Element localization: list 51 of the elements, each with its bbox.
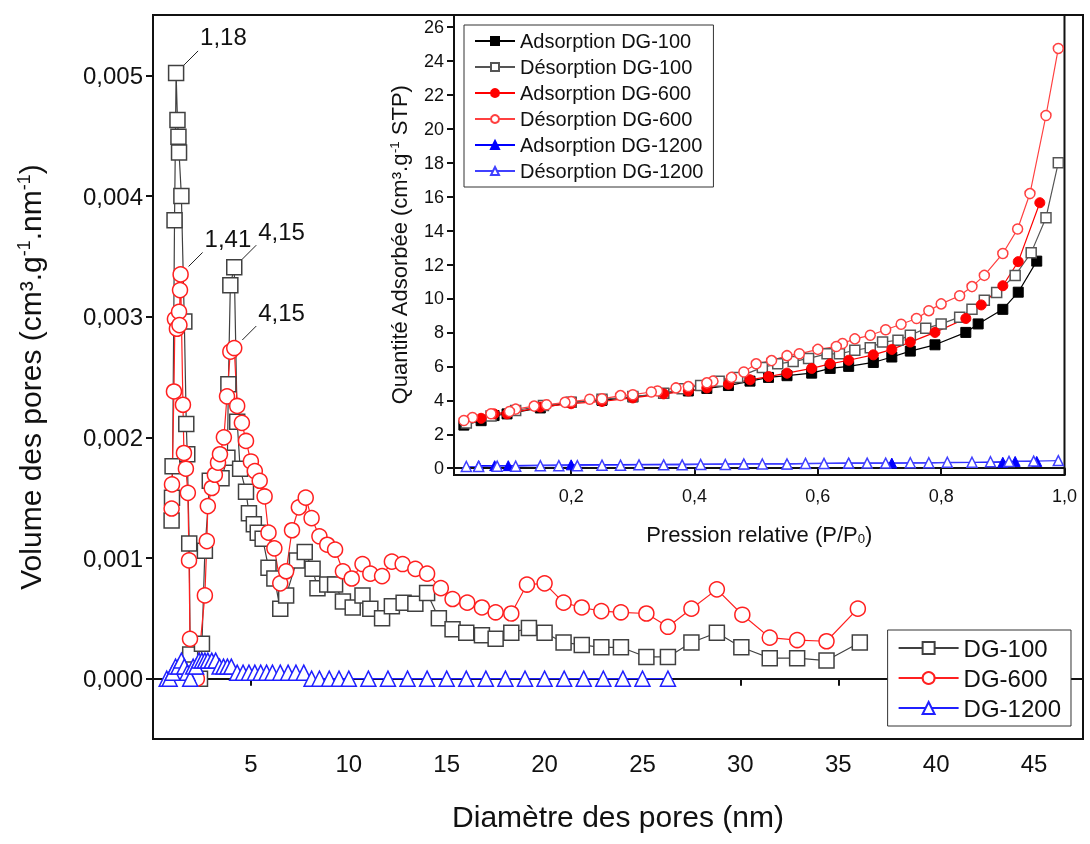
y-tick-label: 0,004: [82, 182, 143, 210]
y-tick-label: 6: [433, 356, 444, 377]
annotation: 4,15: [258, 217, 305, 245]
x-tick-label: 15: [433, 749, 461, 777]
x-tick-label: 30: [727, 749, 754, 777]
y-tick-label: 0: [433, 458, 444, 479]
legend-label: Adsorption DG-600: [520, 82, 692, 104]
legend-label: DG-600: [963, 664, 1048, 692]
x-tick-label: 25: [629, 749, 656, 777]
x-axis-title: Diamètre des pores (nm): [452, 799, 784, 833]
x-tick-label: 0,2: [558, 486, 584, 506]
y-tick-label: 0,001: [82, 544, 143, 572]
y-tick-label: 12: [423, 254, 444, 275]
y-tick-label: 18: [423, 152, 444, 173]
y-tick-label: 0,005: [82, 61, 143, 89]
x-tick-label: 45: [1020, 749, 1048, 777]
annotation: 1,18: [200, 23, 247, 51]
y-tick-label: 0,003: [82, 303, 143, 331]
y-axis-title: Volume des pores (cm³.g-1.nm-1): [13, 164, 47, 590]
x-tick-label: 5: [244, 749, 258, 777]
annotation: 1,41: [204, 224, 252, 252]
legend-label: Désorption DG-600: [520, 108, 693, 130]
legend-label: DG-1200: [963, 694, 1062, 722]
y-tick-label: 10: [423, 288, 444, 309]
x-tick-label: 1,0: [1051, 486, 1077, 506]
y-tick-label: 22: [423, 84, 444, 105]
y-tick-label: 14: [423, 220, 444, 241]
y-tick-label: 0,000: [82, 665, 143, 693]
x-tick-label: 0,6: [805, 486, 831, 506]
x-tick-label: 0,4: [681, 486, 708, 506]
legend-label: Désorption DG-1200: [520, 160, 704, 182]
x-tick-label: 40: [922, 749, 950, 777]
legend-label: Adsorption DG-1200: [520, 134, 703, 156]
y-tick-label: 16: [423, 186, 444, 207]
legend-label: DG-100: [963, 634, 1048, 662]
x-tick-label: 10: [335, 749, 363, 777]
y-tick-label: 20: [423, 118, 444, 139]
y-tick-label: 26: [423, 16, 444, 37]
legend-label: Adsorption DG-100: [520, 30, 692, 52]
legend-label: Désorption DG-100: [520, 56, 693, 78]
x-tick-label: 20: [531, 749, 558, 777]
x-axis-title: Pression relative (P/P0): [646, 521, 873, 547]
y-tick-label: 2: [433, 424, 444, 445]
annotation: 4,15: [258, 298, 305, 326]
x-tick-label: 35: [824, 749, 852, 777]
y-tick-label: 4: [433, 390, 444, 411]
x-tick-label: 0,8: [928, 486, 954, 506]
y-tick-label: 24: [423, 50, 444, 71]
y-tick-label: 8: [433, 322, 444, 343]
y-axis-title: Quantité Adsorbée (cm³.g-1 STP): [386, 85, 412, 405]
y-tick-label: 0,002: [82, 423, 143, 451]
